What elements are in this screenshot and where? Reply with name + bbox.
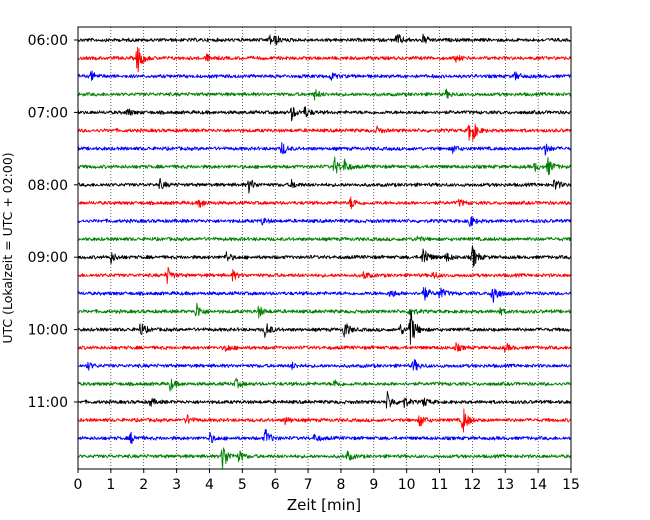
trace-1115 <box>77 408 572 433</box>
y-tick-label-0900: 09:00 <box>28 250 68 266</box>
x-tick-label-5: 5 <box>238 477 247 493</box>
x-tick-label-11: 11 <box>431 477 449 493</box>
x-tick-label-3: 3 <box>172 477 181 493</box>
trace-1000 <box>77 310 572 345</box>
y-tick-label-0800: 08:00 <box>28 178 68 194</box>
x-tick-label-14: 14 <box>529 477 547 493</box>
trace-0715 <box>77 123 572 141</box>
y-tick-label-1000: 10:00 <box>28 323 68 339</box>
trace-0630 <box>77 70 572 81</box>
x-tick-label-1: 1 <box>106 477 115 493</box>
x-tick-label-7: 7 <box>304 477 313 493</box>
trace-1145 <box>77 447 572 469</box>
x-tick-label-12: 12 <box>463 477 481 493</box>
trace-0600 <box>77 33 572 46</box>
trace-0800 <box>77 177 572 194</box>
trace-0615 <box>77 46 572 73</box>
trace-0830 <box>77 215 572 227</box>
x-tick-label-4: 4 <box>205 477 214 493</box>
trace-1130 <box>77 428 572 445</box>
trace-0700 <box>77 106 572 122</box>
x-tick-label-2: 2 <box>139 477 148 493</box>
trace-1100 <box>77 390 572 409</box>
trace-1030 <box>77 359 572 371</box>
x-tick-label-13: 13 <box>496 477 514 493</box>
trace-0945 <box>77 302 572 319</box>
trace-0915 <box>77 266 572 285</box>
trace-1015 <box>77 341 572 353</box>
trace-0730 <box>77 141 572 156</box>
x-axis-title: Zeit [min] <box>287 496 361 514</box>
trace-0645 <box>77 88 572 101</box>
trace-0845 <box>77 235 572 242</box>
x-tick-label-9: 9 <box>369 477 378 493</box>
x-tick-label-8: 8 <box>336 477 345 493</box>
trace-0900 <box>78 245 572 268</box>
x-tick-label-0: 0 <box>74 477 83 493</box>
y-tick-label-0600: 06:00 <box>28 33 68 49</box>
x-tick-label-15: 15 <box>562 477 580 493</box>
y-tick-label-0700: 07:00 <box>28 105 68 121</box>
x-axis: 0 1 2 3 4 5 6 7 8 9 10 11 12 13 14 15 <box>74 469 580 493</box>
trace-1045 <box>77 377 572 392</box>
y-axis: 06:00 07:00 08:00 09:00 10:00 11:00 <box>28 33 78 411</box>
trace-0815 <box>78 196 572 210</box>
x-tick-label-10: 10 <box>398 477 416 493</box>
x-tick-label-6: 6 <box>271 477 280 493</box>
plot-frame <box>77 26 572 470</box>
trace-0930 <box>77 286 572 303</box>
y-tick-label-1100: 11:00 <box>28 395 68 411</box>
trace-0745 <box>77 156 572 176</box>
trace-layer <box>77 33 572 469</box>
y-axis-title: UTC (Lokalzeit = UTC + 02:00) <box>0 152 15 343</box>
